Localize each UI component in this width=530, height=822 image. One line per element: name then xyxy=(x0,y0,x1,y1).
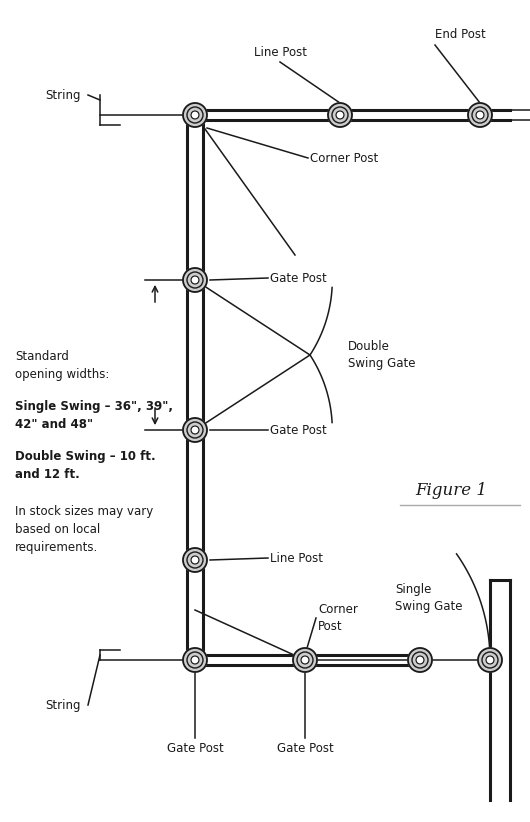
Circle shape xyxy=(476,111,484,119)
Circle shape xyxy=(293,648,317,672)
Text: In stock sizes may vary
based on local
requirements.: In stock sizes may vary based on local r… xyxy=(15,505,153,554)
Text: Gate Post: Gate Post xyxy=(270,271,327,284)
Text: Corner Post: Corner Post xyxy=(310,151,378,164)
Circle shape xyxy=(408,648,432,672)
Text: Double Swing – 10 ft.
and 12 ft.: Double Swing – 10 ft. and 12 ft. xyxy=(15,450,156,481)
Text: Gate Post: Gate Post xyxy=(270,423,327,436)
Circle shape xyxy=(478,648,502,672)
Text: Single
Swing Gate: Single Swing Gate xyxy=(395,583,463,613)
Text: Gate Post: Gate Post xyxy=(277,741,333,755)
Circle shape xyxy=(336,111,344,119)
Text: Standard
opening widths:: Standard opening widths: xyxy=(15,350,109,381)
Circle shape xyxy=(468,103,492,127)
Circle shape xyxy=(183,548,207,572)
Text: String: String xyxy=(45,699,81,712)
Text: End Post: End Post xyxy=(435,29,486,41)
Text: Corner
Post: Corner Post xyxy=(318,603,358,633)
Circle shape xyxy=(191,556,199,564)
Text: Single Swing – 36", 39",
42" and 48": Single Swing – 36", 39", 42" and 48" xyxy=(15,400,173,431)
Text: Line Post: Line Post xyxy=(270,552,323,565)
Circle shape xyxy=(328,103,352,127)
Circle shape xyxy=(191,656,199,664)
Circle shape xyxy=(183,648,207,672)
Text: Figure 1: Figure 1 xyxy=(415,482,487,498)
Circle shape xyxy=(191,111,199,119)
Text: String: String xyxy=(45,89,81,101)
Circle shape xyxy=(301,656,309,664)
Circle shape xyxy=(191,426,199,434)
Circle shape xyxy=(486,656,494,664)
Circle shape xyxy=(183,268,207,292)
Text: Line Post: Line Post xyxy=(253,45,306,58)
Circle shape xyxy=(183,103,207,127)
Text: Gate Post: Gate Post xyxy=(166,741,223,755)
Circle shape xyxy=(191,276,199,284)
Circle shape xyxy=(416,656,424,664)
Circle shape xyxy=(183,418,207,442)
Text: Double
Swing Gate: Double Swing Gate xyxy=(348,340,416,370)
